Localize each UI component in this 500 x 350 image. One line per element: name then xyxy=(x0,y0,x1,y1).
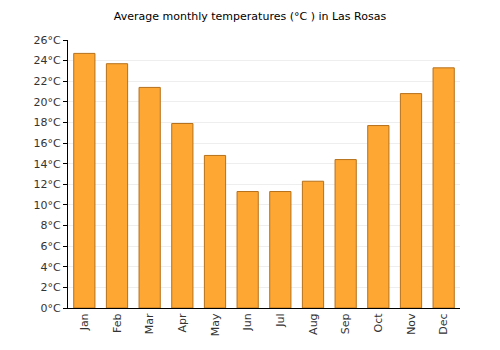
svg-text:4°C: 4°C xyxy=(41,261,61,274)
svg-text:Dec: Dec xyxy=(437,313,450,334)
svg-text:26°C: 26°C xyxy=(34,34,61,47)
svg-text:12°C: 12°C xyxy=(34,178,61,191)
svg-text:Mar: Mar xyxy=(143,313,156,334)
svg-text:Feb: Feb xyxy=(111,313,124,332)
svg-text:Apr: Apr xyxy=(176,313,189,333)
svg-text:22°C: 22°C xyxy=(34,75,61,88)
svg-text:2°C: 2°C xyxy=(41,281,61,294)
svg-text:Average monthly temperatures (: Average monthly temperatures (°C ) in La… xyxy=(114,10,387,23)
svg-text:May: May xyxy=(209,313,222,336)
svg-text:16°C: 16°C xyxy=(34,137,61,150)
svg-text:Nov: Nov xyxy=(405,313,418,335)
svg-text:Jul: Jul xyxy=(274,313,287,327)
svg-text:20°C: 20°C xyxy=(34,96,61,109)
svg-text:Aug: Aug xyxy=(307,313,320,334)
svg-text:8°C: 8°C xyxy=(41,219,61,232)
svg-text:Jun: Jun xyxy=(241,313,254,331)
svg-text:6°C: 6°C xyxy=(41,240,61,253)
svg-text:Jan: Jan xyxy=(78,313,91,331)
svg-text:0°C: 0°C xyxy=(41,302,61,315)
svg-text:14°C: 14°C xyxy=(34,158,61,171)
svg-text:Oct: Oct xyxy=(372,313,385,333)
svg-text:Sep: Sep xyxy=(339,313,352,334)
svg-text:18°C: 18°C xyxy=(34,116,61,129)
svg-text:24°C: 24°C xyxy=(34,54,61,67)
svg-text:10°C: 10°C xyxy=(34,199,61,212)
